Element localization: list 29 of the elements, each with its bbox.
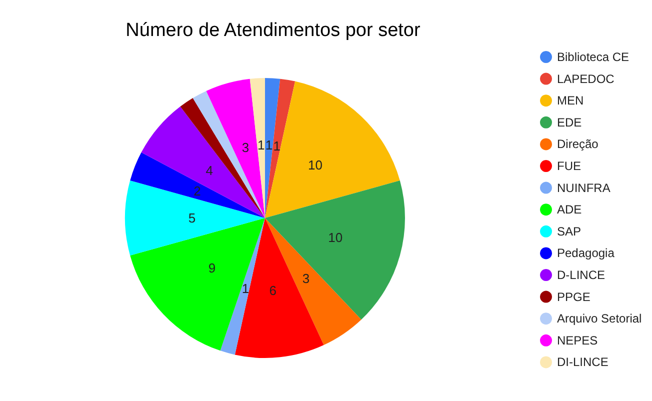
data-label: 1 xyxy=(242,280,250,296)
data-label: 1 xyxy=(257,138,265,153)
legend-label: Direção xyxy=(557,137,599,152)
legend-label: Biblioteca CE xyxy=(557,50,630,64)
data-label: 9 xyxy=(208,260,216,276)
data-label: 3 xyxy=(302,270,310,286)
data-label: 1 xyxy=(265,138,273,153)
data-label: 10 xyxy=(308,158,322,172)
legend-label: NEPES xyxy=(557,333,598,348)
data-label: 3 xyxy=(242,140,250,156)
legend-label: Pedagogia xyxy=(557,246,615,260)
legend-label: Arquivo Setorial xyxy=(557,312,642,326)
legend-label: LAPEDOC xyxy=(557,72,615,86)
legend-label: D-LINCE xyxy=(557,268,606,282)
legend-label: PPGE xyxy=(557,290,590,304)
data-label: 5 xyxy=(188,210,196,226)
legend-label: SAP xyxy=(557,224,582,238)
data-label: 2 xyxy=(194,183,201,198)
data-label: 6 xyxy=(269,283,277,298)
legend-label: DI-LINCE xyxy=(557,355,608,370)
legend-label: NUINFRA xyxy=(557,180,610,195)
data-label: 4 xyxy=(206,163,213,178)
legend-label: EDE xyxy=(557,115,582,130)
chart-title: Número de Atendimentos por setor xyxy=(126,20,421,41)
data-label: 10 xyxy=(328,230,343,246)
legend-label: ADE xyxy=(557,202,582,217)
data-label: 1 xyxy=(273,138,280,154)
legend-label: MEN xyxy=(557,94,584,108)
legend-label: FUE xyxy=(557,159,581,173)
